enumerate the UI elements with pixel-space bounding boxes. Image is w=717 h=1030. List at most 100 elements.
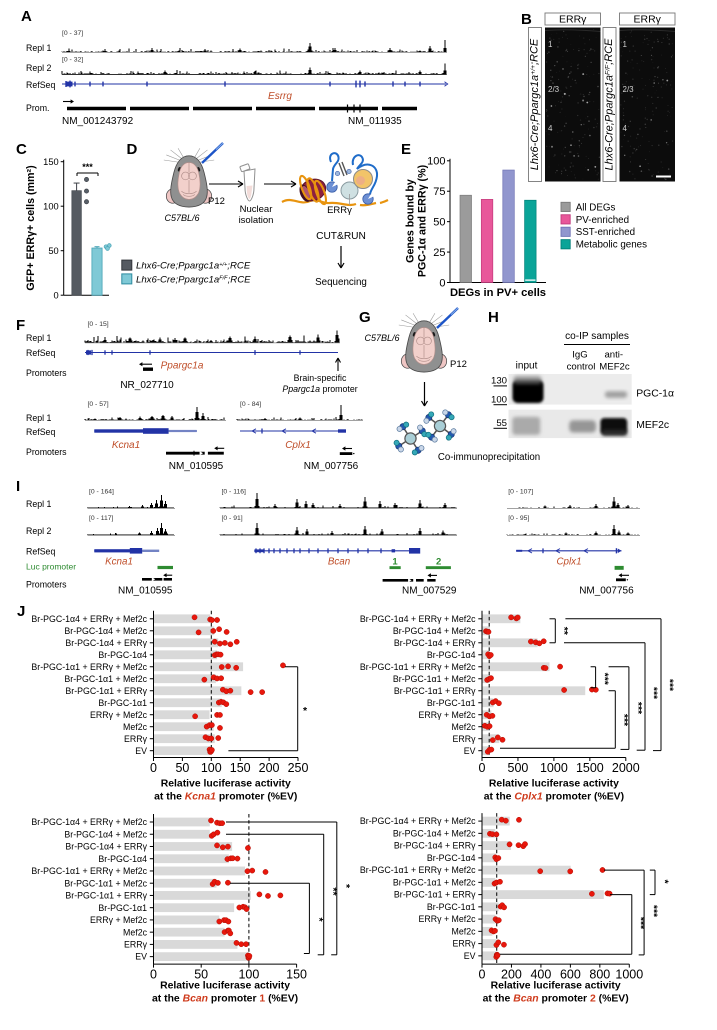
svg-text:Lhx6-Cre;Ppargc1a+/+;RCE: Lhx6-Cre;Ppargc1a+/+;RCE	[136, 261, 251, 272]
svg-text:[0 - 107]: [0 - 107]	[508, 489, 533, 496]
svg-text:Kcna1: Kcna1	[112, 440, 140, 451]
svg-text:Nuclear: Nuclear	[240, 204, 273, 215]
svg-text:Bcan: Bcan	[328, 557, 350, 568]
svg-text:Br-PGC-1α1 + ERRγ: Br-PGC-1α1 + ERRγ	[394, 890, 476, 900]
svg-text:I: I	[16, 478, 20, 495]
svg-text:*: *	[313, 917, 325, 922]
svg-text:ERRγ: ERRγ	[453, 939, 477, 949]
svg-text:2000: 2000	[612, 761, 640, 775]
svg-text:***: ***	[635, 917, 647, 930]
svg-text:ERRγ: ERRγ	[633, 14, 661, 26]
svg-text:100: 100	[201, 761, 222, 775]
svg-text:RefSeq: RefSeq	[26, 547, 55, 557]
svg-text:Cplx1: Cplx1	[556, 557, 581, 568]
svg-text:Cplx1: Cplx1	[285, 440, 311, 451]
svg-text:F: F	[16, 317, 25, 334]
svg-text:NM_007756: NM_007756	[304, 461, 359, 472]
svg-text:C57BL/6: C57BL/6	[164, 213, 199, 223]
svg-text:All DEGs: All DEGs	[576, 202, 616, 213]
svg-text:Sequencing: Sequencing	[315, 277, 367, 288]
svg-text:Br-PGC-1α4 + Mef2c: Br-PGC-1α4 + Mef2c	[393, 828, 476, 838]
svg-text:Br-PGC-1α1 + ERRγ + Mef2c: Br-PGC-1α1 + ERRγ + Mef2c	[31, 866, 147, 876]
svg-text:Br-PGC-1α1 + ERRγ: Br-PGC-1α1 + ERRγ	[65, 686, 147, 696]
svg-text:Kcna1: Kcna1	[105, 557, 133, 568]
svg-text:400: 400	[530, 968, 551, 982]
svg-text:D: D	[127, 141, 138, 158]
svg-text:Promoters: Promoters	[26, 580, 67, 590]
svg-text:1000: 1000	[615, 968, 643, 982]
svg-text:J: J	[17, 603, 25, 620]
svg-text:Mef2c: Mef2c	[123, 927, 148, 937]
svg-text:at the Cplx1 promoter (%EV): at the Cplx1 promoter (%EV)	[484, 792, 624, 803]
svg-text:GFP+ ERRγ+ cells (mm²): GFP+ ERRγ+ cells (mm²)	[25, 165, 37, 291]
svg-text:NM_010595: NM_010595	[118, 586, 173, 597]
svg-text:***: ***	[618, 714, 630, 727]
svg-text:100: 100	[43, 201, 59, 211]
svg-text:Br-PGC-1α1: Br-PGC-1α1	[98, 903, 147, 913]
svg-text:***: ***	[599, 673, 611, 686]
svg-text:55: 55	[496, 418, 507, 429]
svg-text:G: G	[359, 309, 371, 326]
svg-text:Br-PGC-1α4: Br-PGC-1α4	[98, 650, 147, 660]
svg-text:ERRγ: ERRγ	[124, 940, 148, 950]
svg-text:[0 - 57]: [0 - 57]	[88, 401, 109, 408]
svg-text:***: ***	[632, 702, 644, 715]
svg-text:Mef2c: Mef2c	[123, 722, 148, 732]
svg-text:0: 0	[150, 968, 157, 982]
svg-text:Br-PGC-1α4 + ERRγ: Br-PGC-1α4 + ERRγ	[65, 638, 147, 648]
svg-text:[0 - 95]: [0 - 95]	[508, 515, 529, 522]
svg-text:150: 150	[43, 157, 59, 167]
svg-text:EV: EV	[135, 952, 147, 962]
svg-text:ERRγ + Mef2c: ERRγ + Mef2c	[90, 710, 148, 720]
svg-text:at the Bcan promoter 2 (%EV): at the Bcan promoter 2 (%EV)	[483, 994, 629, 1005]
svg-text:100: 100	[491, 395, 507, 406]
svg-text:at the Kcna1 promoter (%EV): at the Kcna1 promoter (%EV)	[154, 792, 297, 803]
svg-text:[0 - 91]: [0 - 91]	[222, 515, 243, 522]
svg-text:1: 1	[623, 40, 628, 49]
svg-text:ERRγ + Mef2c: ERRγ + Mef2c	[90, 915, 148, 925]
svg-text:B: B	[521, 11, 532, 28]
svg-text:2/3: 2/3	[623, 85, 635, 94]
svg-text:Br-PGC-1α1 + ERRγ: Br-PGC-1α1 + ERRγ	[65, 891, 147, 901]
svg-text:***: ***	[664, 679, 676, 692]
svg-text:100: 100	[238, 968, 259, 982]
svg-text:P12: P12	[208, 196, 225, 207]
svg-text:RefSeq: RefSeq	[26, 348, 55, 358]
svg-text:NM_007529: NM_007529	[402, 586, 457, 597]
svg-text:*: *	[340, 884, 352, 889]
svg-text:500: 500	[508, 761, 529, 775]
svg-text:25: 25	[433, 247, 445, 259]
svg-text:Br-PGC-1α4: Br-PGC-1α4	[427, 853, 476, 863]
svg-text:Br-PGC-1α4 + ERRγ: Br-PGC-1α4 + ERRγ	[394, 841, 476, 851]
svg-text:Lhx6-Cre;Ppargc1aF/F;RCE: Lhx6-Cre;Ppargc1aF/F;RCE	[136, 274, 251, 285]
svg-text:Br-PGC-1α4 + ERRγ + Mef2c: Br-PGC-1α4 + ERRγ + Mef2c	[31, 817, 147, 827]
svg-text:Br-PGC-1α1: Br-PGC-1α1	[98, 698, 147, 708]
svg-text:[0 - 117]: [0 - 117]	[89, 515, 114, 522]
svg-text:ERRγ + Mef2c: ERRγ + Mef2c	[419, 710, 477, 720]
svg-text:***: ***	[82, 162, 93, 172]
svg-text:Br-PGC-1α4 + ERRγ + Mef2c: Br-PGC-1α4 + ERRγ + Mef2c	[31, 614, 147, 624]
svg-text:ERRγ: ERRγ	[327, 205, 352, 216]
svg-text:Br-PGC-1α1 + Mef2c: Br-PGC-1α1 + Mef2c	[393, 877, 476, 887]
svg-text:NM_011935: NM_011935	[348, 116, 402, 127]
svg-text:Mef2c: Mef2c	[452, 722, 477, 732]
svg-text:50: 50	[175, 761, 189, 775]
svg-text:EV: EV	[464, 746, 476, 756]
svg-text:1: 1	[392, 556, 398, 567]
svg-text:1500: 1500	[576, 761, 604, 775]
svg-text:input: input	[516, 361, 538, 372]
svg-text:Br-PGC-1α1 + ERRγ + Mef2c: Br-PGC-1α1 + ERRγ + Mef2c	[360, 662, 476, 672]
svg-text:Br-PGC-1α4 + ERRγ + Mef2c: Br-PGC-1α4 + ERRγ + Mef2c	[360, 816, 476, 826]
svg-text:Mef2c: Mef2c	[452, 926, 477, 936]
svg-text:[0 - 32]: [0 - 32]	[62, 57, 83, 64]
svg-text:ERRγ: ERRγ	[124, 734, 148, 744]
svg-text:Repl 1: Repl 1	[26, 43, 52, 53]
svg-text:Br-PGC-1α4 + ERRγ: Br-PGC-1α4 + ERRγ	[394, 638, 476, 648]
svg-text:PV-enriched: PV-enriched	[576, 215, 629, 226]
svg-text:Metabolic genes: Metabolic genes	[576, 240, 647, 251]
svg-text:250: 250	[288, 761, 309, 775]
svg-text:Relative luciferase activity: Relative luciferase activity	[161, 779, 291, 790]
svg-text:ERRγ: ERRγ	[559, 14, 587, 26]
svg-text:Br-PGC-1α4 + Mef2c: Br-PGC-1α4 + Mef2c	[64, 829, 147, 839]
svg-text:200: 200	[259, 761, 280, 775]
